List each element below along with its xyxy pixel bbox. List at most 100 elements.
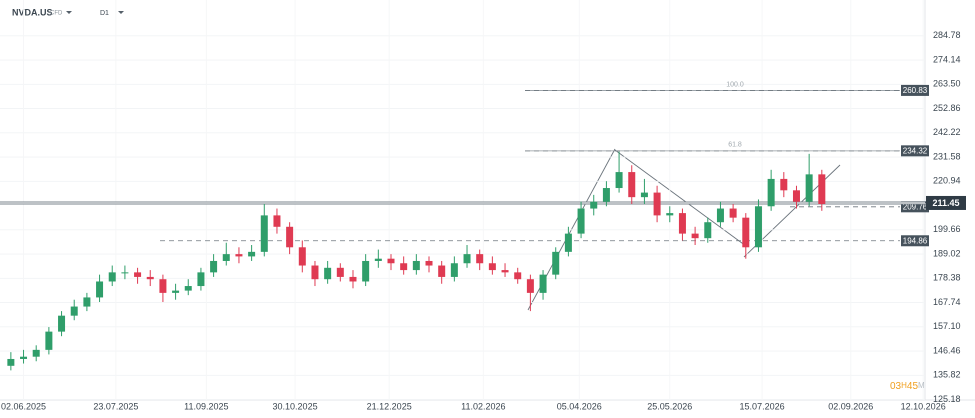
candle-body <box>134 272 142 277</box>
price-label: 209.76 <box>903 202 928 211</box>
last-price-label: 211.45 <box>932 198 959 208</box>
price-label: 234.32 <box>903 146 928 155</box>
candle-body <box>197 272 205 287</box>
dropdown-arrow[interactable] <box>66 11 72 14</box>
candle-body <box>32 349 40 357</box>
price-label-box <box>901 145 929 157</box>
x-tick-label: 25.05.2026 <box>647 401 692 411</box>
candle-body <box>716 208 724 223</box>
candle-body <box>450 263 458 277</box>
last-price-box <box>926 195 966 210</box>
dropdown-arrow[interactable] <box>118 11 124 14</box>
candle-body <box>818 174 826 204</box>
x-tick-label: 30.10.2025 <box>273 401 318 411</box>
candle-body <box>159 279 167 293</box>
candle-body <box>438 265 446 277</box>
candle-body <box>552 251 560 275</box>
y-tick-label: 220.94 <box>933 176 961 186</box>
y-tick-label: 274.14 <box>933 54 961 64</box>
candle-body <box>602 188 610 202</box>
candle-body <box>691 233 699 239</box>
x-tick-label: 12.10.2026 <box>901 401 946 411</box>
x-tick-label: 02.09.2026 <box>828 401 873 411</box>
candle-body <box>83 297 91 307</box>
candle-body <box>729 208 737 218</box>
candle-body <box>590 201 598 209</box>
candle-body <box>121 272 129 274</box>
y-tick-label: 178.38 <box>933 273 961 283</box>
x-tick-label: 11.09.2025 <box>184 401 228 411</box>
fib-label: 61.8 <box>728 142 742 149</box>
y-tick-label: 284.78 <box>933 30 961 40</box>
y-tick-label: 263.50 <box>933 79 961 89</box>
candle-body <box>666 213 674 216</box>
candle-body <box>463 254 471 264</box>
candle-body <box>108 272 116 282</box>
candle-body <box>577 208 585 234</box>
y-tick-label: 157.10 <box>933 321 961 331</box>
candle-body <box>96 281 104 298</box>
candle-body <box>184 286 192 291</box>
price-label-box <box>901 84 929 96</box>
candle-body <box>70 306 78 316</box>
y-tick-label: 125.18 <box>933 394 961 404</box>
candle-body <box>792 190 800 202</box>
price-label-box <box>901 235 929 247</box>
candle-body <box>767 178 775 207</box>
candle-body <box>501 270 509 273</box>
candle-body <box>172 290 180 293</box>
candle-body <box>349 276 357 282</box>
x-tick-label: 02.06.2025 <box>1 401 46 411</box>
x-tick-label: 11.02.2026 <box>461 401 505 411</box>
candle-body <box>539 274 547 293</box>
candle-body <box>615 172 623 189</box>
instrument-type: CFD <box>50 11 63 17</box>
x-tick-label: 23.07.2025 <box>93 401 138 411</box>
candle-body <box>476 254 484 264</box>
candle-body <box>210 260 218 273</box>
candle-body <box>805 174 813 202</box>
candle-body <box>653 192 661 216</box>
y-tick-label: 252.86 <box>933 103 961 113</box>
candle-body <box>678 213 686 234</box>
candle-body <box>564 233 572 252</box>
y-tick-label: 199.66 <box>933 224 961 234</box>
candle-body <box>754 206 762 248</box>
candle-body <box>387 258 395 264</box>
countdown: 03H45M <box>890 381 925 392</box>
x-tick-label: 21.12.2025 <box>367 401 412 411</box>
candle-body <box>526 279 534 293</box>
candle-body <box>286 226 294 248</box>
timeframe[interactable]: D1 <box>100 10 109 17</box>
y-tick-label: 135.82 <box>933 370 961 380</box>
candle-body <box>488 263 496 271</box>
y-tick-label: 146.46 <box>933 345 961 355</box>
candle-body <box>7 358 15 366</box>
candle-body <box>20 356 28 359</box>
x-tick-label: 05.04.2026 <box>557 401 602 411</box>
candle-body <box>235 254 243 257</box>
y-tick-label: 167.74 <box>933 297 961 307</box>
price-label: 194.86 <box>903 236 928 245</box>
y-tick-label: 242.22 <box>933 127 961 137</box>
candle-body <box>260 215 268 252</box>
candle-body <box>311 265 319 280</box>
y-tick-label: 189.02 <box>933 248 961 258</box>
candle-body <box>146 276 154 280</box>
candle-body <box>628 172 636 198</box>
candle-body <box>514 272 522 280</box>
symbol[interactable]: NVDA.US <box>12 7 53 17</box>
candle-body <box>425 260 433 266</box>
candle-body <box>336 267 344 277</box>
fib-label: 100.0 <box>726 81 744 88</box>
price-label-box <box>901 201 929 213</box>
x-tick-label: 15.07.2026 <box>740 401 785 411</box>
candle-body <box>58 315 66 332</box>
candle-body <box>742 217 750 248</box>
candle-body <box>412 260 420 271</box>
candle-body <box>780 178 788 191</box>
candle-body <box>362 260 370 282</box>
candle-body <box>704 222 712 239</box>
